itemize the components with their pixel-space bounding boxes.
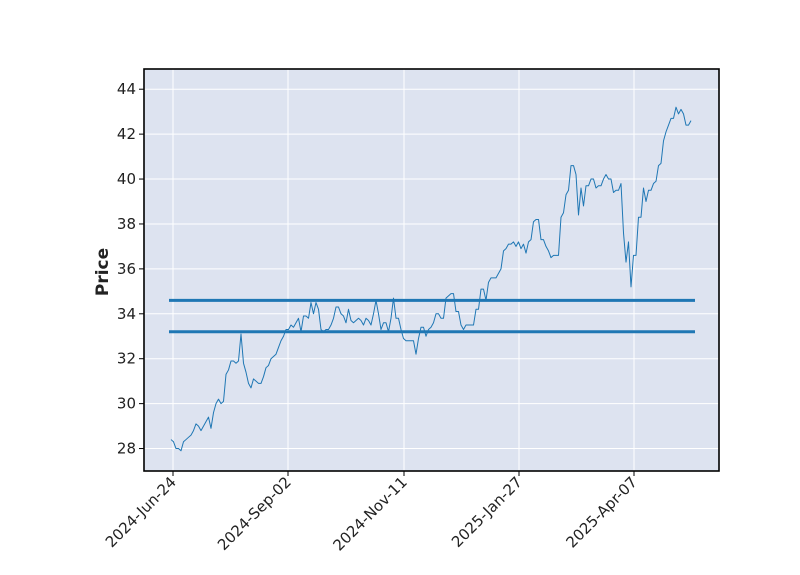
grid — [144, 69, 719, 471]
y-tick-label: 42 — [117, 125, 136, 143]
y-tick-label: 36 — [117, 260, 136, 278]
y-tick-label: 28 — [117, 440, 136, 458]
y-tick-label: 32 — [117, 350, 136, 368]
x-tick-label: 2025-Jan-27 — [448, 473, 526, 551]
x-tick-label: 2024-Jun-24 — [102, 473, 180, 551]
y-tick-label: 44 — [117, 80, 136, 98]
y-tick-label: 40 — [117, 170, 136, 188]
y-axis-label: Price — [93, 248, 113, 296]
y-tick-label: 30 — [117, 395, 136, 413]
x-tick-label: 2024-Sep-02 — [214, 473, 295, 554]
price-series-line — [170, 106, 692, 452]
x-tick-label: 2024-Nov-11 — [330, 473, 411, 554]
plot-frame — [143, 68, 720, 472]
y-tick-label: 38 — [117, 215, 136, 233]
horizontal-lines — [169, 298, 695, 334]
y-tick-label: 34 — [117, 305, 136, 323]
x-tick-label: 2025-Apr-07 — [563, 473, 641, 551]
series-layer — [170, 106, 692, 452]
